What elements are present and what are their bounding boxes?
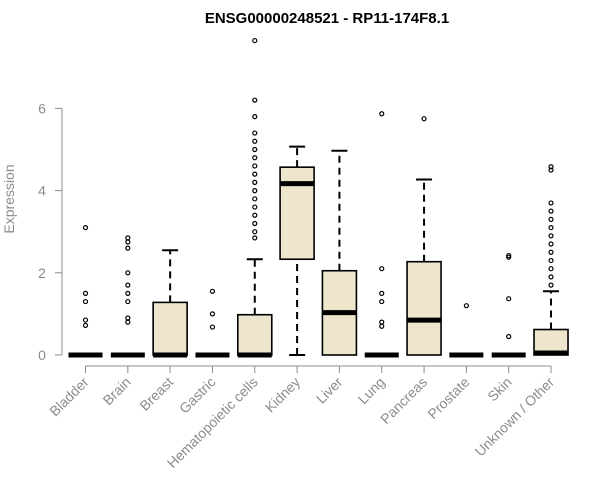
- box-bladder: [68, 224, 103, 358]
- outlier-point: [252, 37, 258, 44]
- x-tick-label: Prostate: [424, 374, 472, 422]
- outlier-point: [506, 296, 512, 302]
- outlier-point: [252, 196, 258, 202]
- x-tick-label: Brain: [100, 374, 134, 408]
- outlier-point: [209, 311, 216, 317]
- y-tick-label: 2: [38, 265, 46, 281]
- chart-title: ENSG00000248521 - RP11-174F8.1: [205, 10, 449, 27]
- outlier-point: [252, 235, 258, 241]
- x-tick-label: Breast: [136, 374, 176, 414]
- outlier-point: [548, 257, 554, 264]
- box-gastric: [195, 288, 230, 358]
- outlier-point: [252, 212, 258, 218]
- outlier-point: [252, 146, 258, 153]
- outlier-point: [252, 229, 258, 235]
- y-axis: 0 2 4 6: [38, 100, 63, 363]
- outlier-point: [252, 130, 258, 136]
- outlier-point: [252, 220, 258, 227]
- outlier-point: [379, 298, 385, 305]
- outlier-point: [548, 274, 554, 280]
- outlier-point: [125, 245, 131, 251]
- box-liver: [321, 149, 358, 356]
- outlier-point: [548, 200, 554, 206]
- outlier-point: [548, 266, 554, 272]
- box-lung: [364, 111, 399, 358]
- box-brain: [110, 235, 145, 358]
- outlier-point: [252, 97, 258, 103]
- outlier-point: [252, 155, 258, 161]
- y-tick-label: 4: [38, 183, 46, 199]
- box-breast: [152, 249, 188, 358]
- x-tick-label: Skin: [484, 374, 515, 405]
- box-body: [236, 313, 273, 356]
- outlier-point: [252, 179, 258, 185]
- x-tick-label: Bladder: [46, 374, 92, 420]
- outlier-point: [252, 188, 258, 194]
- outlier-point: [125, 298, 131, 305]
- outlier-point: [463, 303, 469, 309]
- outlier-point: [548, 282, 554, 288]
- outlier-point: [125, 315, 131, 321]
- outlier-point: [125, 239, 131, 245]
- outlier-point: [82, 317, 89, 323]
- outlier-point: [82, 224, 89, 231]
- box-prostate: [449, 303, 484, 358]
- outlier-point: [548, 167, 554, 173]
- outlier-point: [209, 288, 216, 294]
- outlier-point: [82, 290, 89, 296]
- outlier-point: [379, 323, 385, 329]
- outlier-point: [252, 204, 258, 210]
- outlier-point: [125, 290, 131, 296]
- outlier-point: [252, 138, 258, 144]
- outlier-point: [252, 163, 258, 169]
- outlier-point: [548, 208, 554, 214]
- outlier-point: [379, 111, 385, 117]
- box-pancreas: [406, 116, 442, 356]
- box-hematopoietic-cells: [236, 37, 273, 358]
- y-tick-label: 0: [38, 347, 46, 363]
- outlier-point: [506, 252, 512, 259]
- box-unknown-other: [533, 164, 569, 356]
- outlier-point: [506, 333, 512, 340]
- outlier-point: [548, 233, 554, 239]
- x-tick-label: Unknown / Other: [472, 374, 558, 460]
- outlier-point: [548, 241, 554, 247]
- outlier-point: [125, 319, 131, 325]
- box-body: [406, 260, 442, 356]
- outlier-point: [125, 282, 131, 288]
- x-tick-label: Liver: [313, 374, 346, 407]
- x-tick-label: Pancreas: [377, 374, 430, 427]
- outlier-point: [379, 319, 385, 325]
- outlier-point: [548, 216, 554, 222]
- boxes-group: [68, 37, 569, 358]
- outlier-point: [548, 249, 554, 255]
- box-skin: [491, 252, 526, 358]
- box-kidney: [279, 145, 315, 356]
- x-tick-label: Lung: [355, 374, 388, 407]
- box-body: [279, 166, 315, 261]
- outlier-point: [252, 171, 258, 177]
- box-body: [152, 301, 188, 356]
- outlier-point: [548, 224, 554, 231]
- x-tick-label: Kidney: [262, 374, 304, 416]
- outlier-point: [379, 266, 385, 272]
- outlier-point: [421, 116, 427, 122]
- outlier-point: [379, 290, 385, 296]
- outlier-point: [82, 298, 89, 305]
- outlier-point: [548, 164, 554, 170]
- y-tick-label: 6: [38, 100, 46, 116]
- outlier-point: [125, 235, 131, 241]
- outlier-point: [209, 324, 216, 330]
- outlier-point: [125, 270, 131, 276]
- y-axis-label: Expression: [1, 164, 17, 233]
- outlier-point: [82, 322, 89, 329]
- outlier-point: [252, 114, 258, 120]
